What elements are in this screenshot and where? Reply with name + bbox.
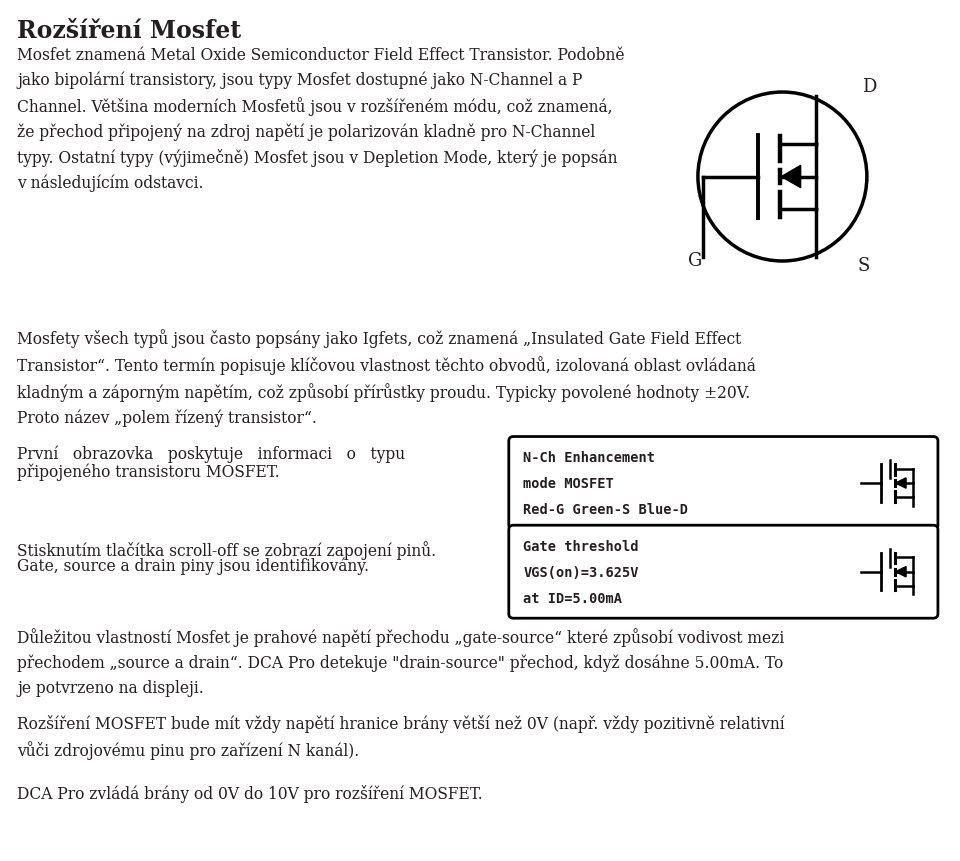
Polygon shape <box>896 478 906 488</box>
Text: Mosfety všech typů jsou často popsány jako Igfets, což znamená „Insulated Gate F: Mosfety všech typů jsou často popsány ja… <box>17 329 756 427</box>
Text: První   obrazovka   poskytuje   informaci   o   typu: První obrazovka poskytuje informaci o ty… <box>17 446 405 463</box>
Text: N-Ch Enhancement: N-Ch Enhancement <box>523 451 655 465</box>
Text: VGS(on)=3.625V: VGS(on)=3.625V <box>523 566 638 579</box>
Text: S: S <box>857 257 870 275</box>
FancyBboxPatch shape <box>509 437 938 530</box>
Text: Rozšíření MOSFET bude mít vždy napětí hranice brány větší než 0V (např. vždy poz: Rozšíření MOSFET bude mít vždy napětí hr… <box>17 715 785 759</box>
Text: připojeného transistoru MOSFET.: připojeného transistoru MOSFET. <box>17 463 280 480</box>
Text: Gate threshold: Gate threshold <box>523 540 638 554</box>
Text: Rozšíření Mosfet: Rozšíření Mosfet <box>17 19 241 43</box>
Text: G: G <box>688 252 703 270</box>
Text: DCA Pro zvládá brány od 0V do 10V pro rozšíření MOSFET.: DCA Pro zvládá brány od 0V do 10V pro ro… <box>17 785 483 803</box>
Text: Mosfet znamená Metal Oxide Semiconductor Field Effect Transistor. Podobně
jako b: Mosfet znamená Metal Oxide Semiconductor… <box>17 47 625 192</box>
Polygon shape <box>896 567 906 577</box>
Text: at ID=5.00mA: at ID=5.00mA <box>523 592 622 605</box>
Text: mode MOSFET: mode MOSFET <box>523 477 614 491</box>
Text: Gate, source a drain piny jsou identifikovány.: Gate, source a drain piny jsou identifik… <box>17 558 370 575</box>
Text: Důležitou vlastností Mosfet je prahové napětí přechodu „gate-source“ které způso: Důležitou vlastností Mosfet je prahové n… <box>17 629 784 697</box>
Text: D: D <box>862 78 876 96</box>
Text: Red-G Green-S Blue-D: Red-G Green-S Blue-D <box>523 503 688 517</box>
Text: Stisknutím tlačítka scroll-off se zobrazí zapojení pinů.: Stisknutím tlačítka scroll-off se zobraz… <box>17 541 437 560</box>
Polygon shape <box>781 165 801 188</box>
FancyBboxPatch shape <box>509 525 938 618</box>
